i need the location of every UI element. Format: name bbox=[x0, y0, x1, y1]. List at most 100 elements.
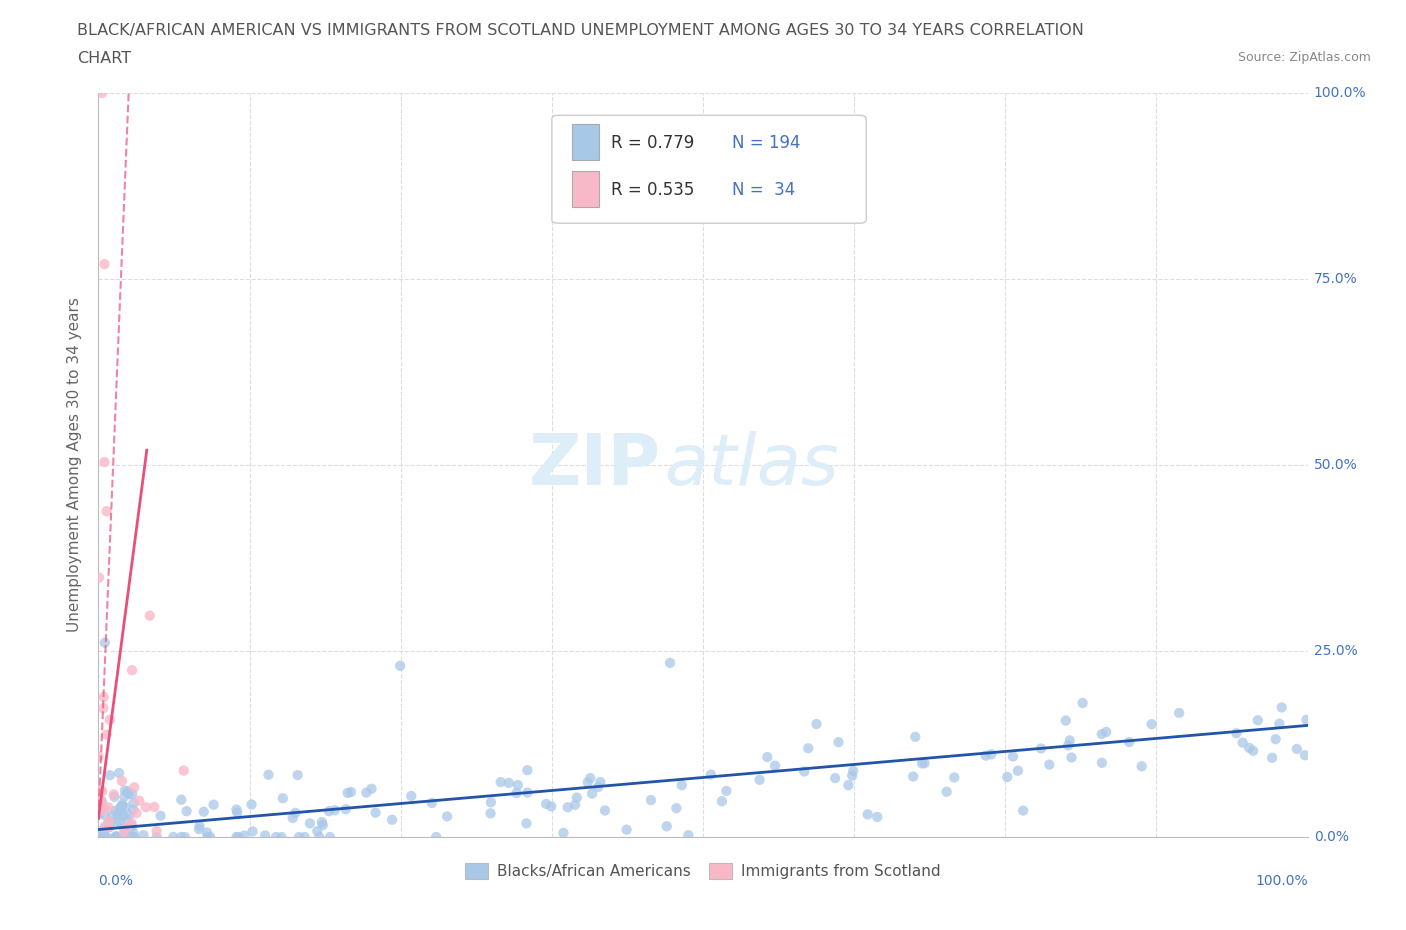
Legend: Blacks/African Americans, Immigrants from Scotland: Blacks/African Americans, Immigrants fro… bbox=[458, 857, 948, 885]
Point bbox=[124, 830, 146, 844]
Point bbox=[1038, 757, 1060, 772]
Point bbox=[89, 826, 111, 841]
Point bbox=[1261, 751, 1284, 765]
Point bbox=[589, 775, 612, 790]
Point bbox=[104, 804, 127, 818]
Point bbox=[120, 830, 142, 844]
Point bbox=[89, 783, 111, 798]
Point bbox=[253, 828, 276, 843]
Point bbox=[360, 781, 382, 796]
Point bbox=[90, 794, 112, 809]
Text: atlas: atlas bbox=[664, 431, 839, 499]
Point bbox=[356, 785, 378, 800]
Point bbox=[97, 816, 120, 830]
Point bbox=[489, 775, 512, 790]
Point bbox=[103, 790, 125, 804]
Point bbox=[311, 815, 333, 830]
Point bbox=[307, 824, 329, 839]
Text: N =  34: N = 34 bbox=[733, 180, 796, 199]
Text: 50.0%: 50.0% bbox=[1313, 458, 1357, 472]
Point bbox=[1091, 726, 1114, 741]
Point bbox=[974, 749, 997, 764]
Point bbox=[93, 801, 115, 816]
Point bbox=[233, 828, 256, 843]
Point bbox=[763, 758, 786, 773]
Point bbox=[117, 787, 139, 802]
Point bbox=[576, 775, 599, 790]
Point bbox=[98, 814, 121, 829]
Point bbox=[1140, 717, 1163, 732]
Point bbox=[96, 830, 118, 844]
Point bbox=[117, 830, 139, 844]
Point bbox=[564, 797, 586, 812]
Point bbox=[107, 830, 129, 844]
Point bbox=[671, 777, 693, 792]
Point bbox=[842, 764, 865, 778]
Point bbox=[793, 764, 815, 779]
Point bbox=[593, 804, 616, 818]
Point bbox=[132, 828, 155, 843]
Point bbox=[93, 819, 115, 834]
Point bbox=[111, 799, 134, 814]
Point bbox=[1071, 696, 1094, 711]
Point bbox=[911, 756, 934, 771]
Point bbox=[93, 821, 115, 836]
Point bbox=[124, 780, 146, 795]
Point bbox=[114, 800, 136, 815]
Point bbox=[121, 819, 143, 834]
Point bbox=[114, 830, 136, 844]
Point bbox=[700, 767, 723, 782]
Point bbox=[97, 814, 120, 829]
Point bbox=[903, 769, 925, 784]
Point bbox=[914, 756, 936, 771]
Point bbox=[323, 803, 346, 817]
Point bbox=[287, 767, 309, 782]
FancyBboxPatch shape bbox=[551, 115, 866, 223]
Point bbox=[1294, 748, 1316, 763]
Point bbox=[401, 789, 423, 804]
Point bbox=[149, 808, 172, 823]
Point bbox=[1237, 740, 1260, 755]
Point bbox=[114, 828, 136, 843]
Point bbox=[117, 784, 139, 799]
Text: Source: ZipAtlas.com: Source: ZipAtlas.com bbox=[1237, 51, 1371, 64]
Point bbox=[120, 830, 142, 844]
Point bbox=[122, 803, 145, 817]
Point bbox=[122, 796, 145, 811]
Point bbox=[145, 824, 167, 839]
Point bbox=[121, 816, 143, 830]
Point bbox=[498, 776, 520, 790]
Point bbox=[135, 800, 157, 815]
Point bbox=[202, 797, 225, 812]
Text: BLACK/AFRICAN AMERICAN VS IMMIGRANTS FROM SCOTLAND UNEMPLOYMENT AMONG AGES 30 TO: BLACK/AFRICAN AMERICAN VS IMMIGRANTS FRO… bbox=[77, 23, 1084, 38]
Point bbox=[111, 774, 134, 789]
Text: R = 0.535: R = 0.535 bbox=[612, 180, 695, 199]
Point bbox=[97, 820, 120, 835]
Point bbox=[420, 795, 443, 810]
Point bbox=[225, 802, 247, 817]
Point bbox=[94, 830, 117, 844]
Point bbox=[540, 799, 562, 814]
Point bbox=[121, 787, 143, 802]
Point bbox=[105, 829, 128, 844]
Point bbox=[139, 608, 162, 623]
Point bbox=[640, 792, 662, 807]
Point bbox=[257, 767, 280, 782]
Point bbox=[128, 793, 150, 808]
Text: 100.0%: 100.0% bbox=[1256, 874, 1308, 888]
Point bbox=[111, 799, 134, 814]
Point bbox=[1007, 764, 1029, 778]
Point bbox=[1268, 716, 1291, 731]
Point bbox=[114, 790, 136, 804]
Point bbox=[1225, 725, 1247, 740]
Point bbox=[579, 771, 602, 786]
Point bbox=[94, 830, 117, 844]
Point bbox=[837, 777, 859, 792]
Point bbox=[94, 635, 117, 650]
Point bbox=[506, 777, 529, 792]
Point bbox=[120, 819, 142, 834]
Text: N = 194: N = 194 bbox=[733, 134, 800, 152]
Point bbox=[115, 811, 138, 826]
Text: ZIP: ZIP bbox=[529, 431, 661, 499]
Point bbox=[716, 783, 738, 798]
